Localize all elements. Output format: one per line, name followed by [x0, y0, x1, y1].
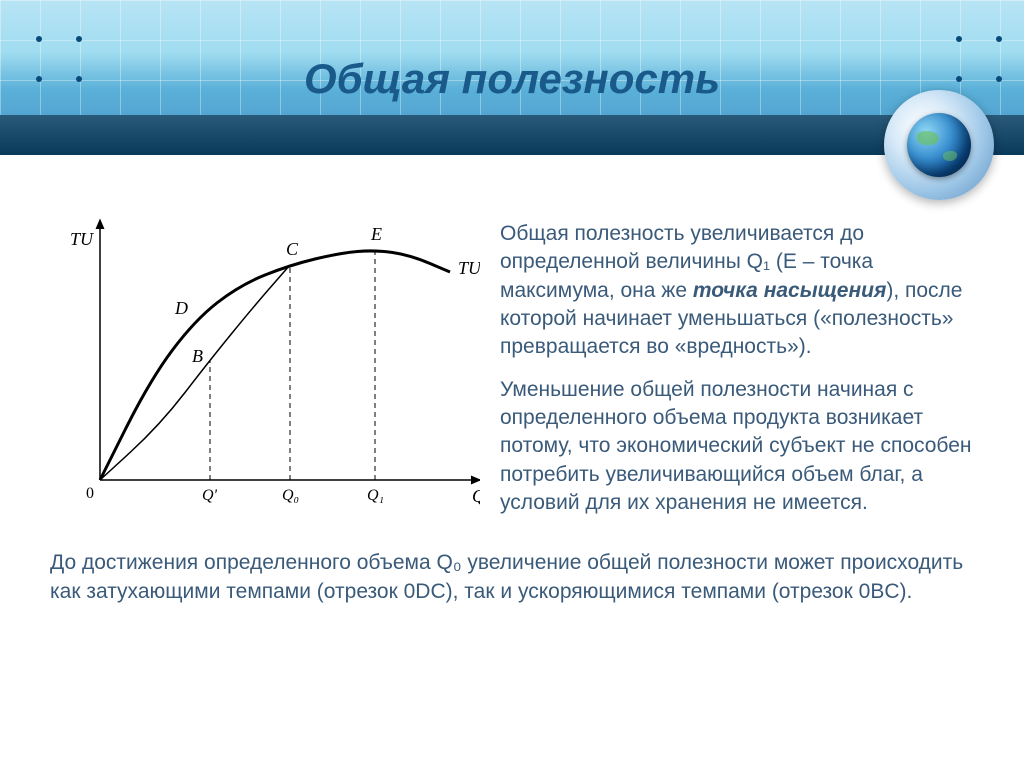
svg-text:C: C [286, 239, 299, 259]
paragraph-1: Общая полезность увеличивается до опреде… [500, 220, 974, 362]
svg-text:Q₁: Q₁ [367, 487, 384, 504]
svg-text:Q: Q [472, 486, 480, 506]
grid-dot [76, 36, 82, 42]
utility-chart: TU Q 0 TU Q' Q₀ Q₁ D B C E [50, 190, 480, 520]
svg-text:Q': Q' [202, 487, 218, 504]
grid-dot [36, 36, 42, 42]
p1-bold: точка насыщения [693, 279, 886, 302]
svg-text:TU: TU [70, 229, 94, 249]
svg-text:B: B [192, 346, 203, 366]
svg-text:Q₀: Q₀ [282, 487, 299, 504]
page-title: Общая полезность [0, 55, 1024, 103]
grid-dot [956, 36, 962, 42]
content-area: TU Q 0 TU Q' Q₀ Q₁ D B C E Общая полезность увелич… [0, 170, 1024, 606]
globe-icon [907, 113, 971, 177]
paragraph-3: До достижения определенного объема Q₀ ув… [50, 549, 974, 606]
paragraph-2: Уменьшение общей полезности начиная с оп… [500, 376, 974, 518]
svg-text:TU: TU [458, 258, 480, 278]
svg-text:E: E [370, 224, 382, 244]
grid-dot [996, 36, 1002, 42]
svg-text:0: 0 [86, 485, 94, 502]
svg-text:D: D [174, 298, 188, 318]
header-stripe [0, 115, 1024, 155]
text-column: Общая полезность увеличивается до опреде… [500, 190, 974, 531]
chart-column: TU Q 0 TU Q' Q₀ Q₁ D B C E [50, 190, 480, 531]
